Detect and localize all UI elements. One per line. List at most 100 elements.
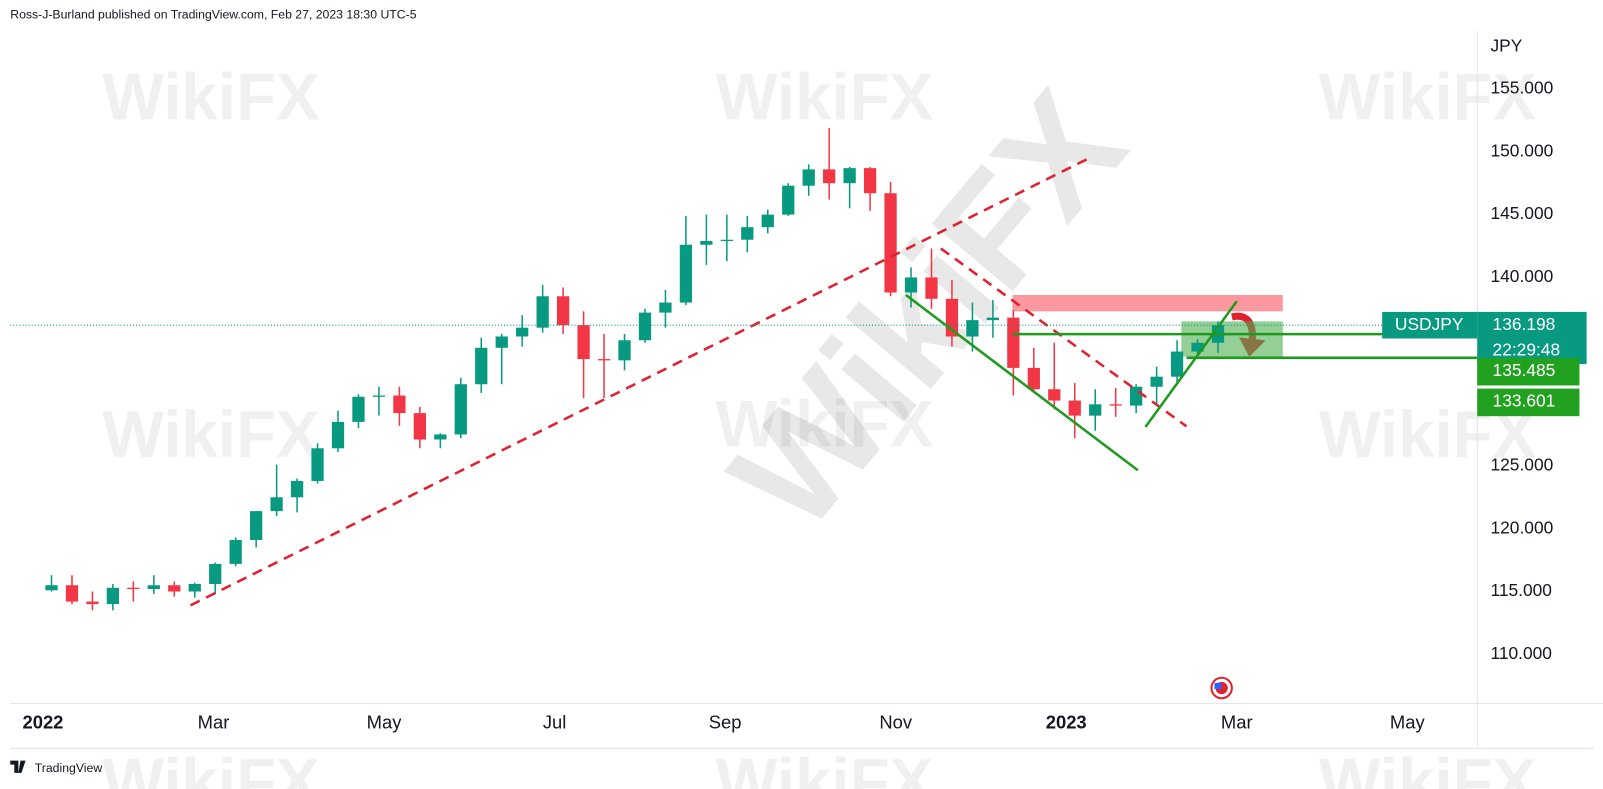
- candle-body: [700, 240, 713, 245]
- trendline: [1144, 300, 1238, 428]
- candle-body: [475, 347, 488, 385]
- watermark: WikiFX: [102, 61, 320, 134]
- header: Ross-J-Burland published on TradingView.…: [10, 8, 416, 22]
- candle-body: [290, 480, 304, 498]
- watermark: WikiFX: [716, 388, 934, 461]
- level-label: 135.485: [1493, 360, 1556, 380]
- candle-body: [352, 396, 365, 422]
- candle-body: [393, 395, 406, 414]
- x-tick-label: May: [1390, 712, 1426, 733]
- trendline: [189, 155, 1093, 607]
- candle-body: [1048, 389, 1061, 401]
- watermark: WikiFX: [102, 745, 320, 789]
- candle-body: [311, 448, 324, 481]
- zone: [1012, 295, 1283, 312]
- candle-body: [597, 359, 611, 361]
- candle-body: [86, 601, 99, 605]
- candle-body: [679, 244, 693, 303]
- candle-body: [331, 421, 345, 449]
- candle-body: [1089, 404, 1102, 416]
- trendline: [940, 247, 1188, 428]
- candle-body: [147, 585, 160, 590]
- candle-body: [413, 413, 426, 440]
- candle-body: [1109, 404, 1122, 406]
- candle-body: [618, 340, 631, 361]
- x-tick-label: Mar: [198, 712, 230, 733]
- y-tick-label: 110.000: [1491, 643, 1552, 663]
- symbol-box: [1382, 311, 1478, 339]
- price-box: [1477, 311, 1587, 365]
- countdown-label: 22:29:48: [1493, 339, 1561, 359]
- candle-body: [986, 317, 1000, 321]
- candle-body: [966, 320, 979, 337]
- candle-body: [65, 585, 79, 602]
- candle-body: [843, 168, 856, 184]
- candle-body: [1150, 376, 1163, 387]
- candle-body: [1068, 400, 1081, 416]
- y-tick-label: 150.000: [1491, 140, 1554, 160]
- candle-body: [884, 193, 897, 293]
- candle-body: [188, 583, 201, 592]
- y-tick-label: 115.000: [1491, 580, 1552, 600]
- candle-body: [1027, 367, 1040, 390]
- candle-body: [250, 511, 263, 541]
- x-tick-label: 2022: [23, 712, 64, 733]
- candle-body: [638, 312, 652, 341]
- candle-body: [168, 585, 181, 592]
- candle-body: [229, 540, 242, 564]
- watermark: WikiFX: [1319, 745, 1537, 789]
- candle-body: [495, 336, 508, 348]
- x-tick-label: Nov: [879, 712, 913, 733]
- currency-label: JPY: [1491, 36, 1523, 56]
- candle-body: [577, 325, 590, 360]
- candle-body: [1130, 386, 1143, 406]
- level-box: [1477, 388, 1580, 417]
- x-tick-label: 2023: [1046, 712, 1087, 733]
- candle-body: [516, 327, 529, 337]
- candle-body: [106, 587, 120, 605]
- candle-body: [372, 395, 386, 397]
- x-tick-label: Jul: [543, 712, 567, 733]
- watermark: WikiFX: [716, 745, 934, 789]
- candle-body: [209, 563, 222, 584]
- candle-body: [536, 296, 549, 328]
- trendline: [905, 293, 1139, 472]
- candle-body: [904, 277, 918, 293]
- candle-body: [45, 585, 58, 591]
- symbol-label: USDJPY: [1395, 314, 1464, 334]
- candle-body: [454, 384, 467, 435]
- candle-body: [863, 168, 877, 194]
- y-tick-label: 155.000: [1491, 78, 1554, 98]
- y-tick-label: 120.000: [1491, 517, 1554, 537]
- last-price-label: 136.198: [1493, 314, 1556, 334]
- candle-body: [1191, 342, 1204, 352]
- candle-body: [434, 434, 447, 440]
- footer: TradingView: [35, 761, 103, 775]
- candle-body: [741, 227, 754, 240]
- candle-body: [127, 587, 140, 590]
- candle-body: [761, 214, 774, 228]
- flag-icon: [1210, 676, 1233, 700]
- watermark: WikiFX: [1319, 61, 1537, 134]
- candle-body: [270, 497, 283, 512]
- level-box: [1477, 357, 1580, 386]
- watermark: WikiFX: [716, 61, 934, 134]
- candle-body: [1170, 351, 1184, 377]
- tv-logo: [10, 760, 26, 773]
- candle-body: [556, 296, 570, 326]
- x-tick-label: Mar: [1221, 712, 1253, 733]
- watermark: WikiFX: [102, 398, 320, 471]
- candle-body: [823, 169, 836, 184]
- y-tick-label: 145.000: [1491, 203, 1554, 223]
- candle-body: [659, 302, 672, 313]
- candle-body: [925, 277, 938, 299]
- candle-body: [720, 239, 733, 241]
- candle-body: [782, 185, 795, 215]
- x-tick-label: May: [367, 712, 403, 733]
- candle-body: [802, 169, 815, 186]
- level-label: 133.601: [1493, 390, 1556, 410]
- y-tick-label: 140.000: [1491, 266, 1554, 286]
